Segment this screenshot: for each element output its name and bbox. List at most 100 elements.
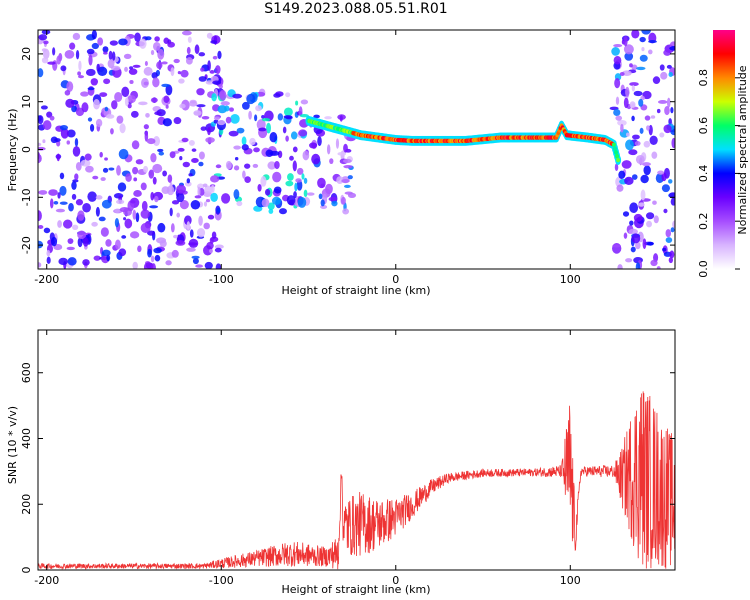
spectrogram-blob [153, 247, 162, 254]
spectrogram-blob [287, 173, 294, 181]
spectrogram-blob [161, 61, 168, 65]
spectrogram-blob [614, 78, 621, 89]
spectrogram-blob [272, 171, 282, 183]
spectrogram-blob [152, 41, 161, 51]
spectrogram-blob [649, 135, 658, 146]
spectrogram-blob [306, 192, 315, 196]
spectrogram-blob [648, 49, 653, 55]
spectrogram-blob [87, 87, 95, 91]
spectrogram-blob [617, 264, 623, 269]
spectrogram-blob [148, 169, 155, 179]
spectrogram-blob [71, 193, 77, 200]
spectrogram-blob [205, 137, 215, 143]
spectrogram-blob [46, 250, 51, 257]
spectrogram-blob [196, 88, 205, 96]
spectrogram-y-tick-label: 10 [20, 95, 33, 109]
spectrogram-blob [236, 127, 245, 134]
spectrogram-blob [178, 78, 185, 84]
spectrogram-blob [668, 257, 674, 264]
spectrogram-blob [639, 127, 644, 134]
spectrogram-blob [95, 118, 103, 128]
spectrogram-blob [163, 95, 170, 103]
spectrogram-blob [186, 221, 191, 230]
spectrogram-blob [114, 208, 120, 214]
spectrogram-blob [645, 212, 655, 220]
spectrogram-blob [78, 60, 82, 71]
snr-x-tick-label: 0 [392, 574, 399, 587]
spectrogram-y-tick-label: 0 [20, 146, 33, 153]
spectrogram-blob [668, 118, 672, 126]
spectrogram-blob [169, 151, 176, 159]
spectrogram-blob [181, 30, 192, 36]
spectrogram-blob [309, 142, 318, 149]
spectrogram-blob [130, 200, 136, 204]
spectrogram-blob [336, 176, 344, 185]
spectrogram-blob [624, 52, 634, 61]
spectrogram-x-tick-label: -200 [34, 273, 59, 286]
spectrogram-blob [67, 257, 77, 266]
spectrogram-blob [212, 55, 218, 60]
spectrogram-blob [311, 153, 321, 165]
colorbar-tick-label: 0.6 [697, 117, 710, 135]
snr-x-tick-label: 100 [560, 574, 581, 587]
spectrogram-blob [82, 203, 91, 213]
spectrogram-blob [118, 248, 127, 257]
spectrogram-blob [639, 54, 648, 62]
spectrogram-blob [661, 172, 667, 182]
spectrogram-blob [204, 261, 213, 269]
spectrogram-blob [641, 162, 651, 167]
spectrogram-blob [165, 260, 172, 266]
spectrogram-blob [109, 40, 118, 46]
spectrogram-blob [99, 151, 103, 158]
spectrogram-blob [65, 98, 75, 108]
spectrogram-blob [200, 67, 205, 72]
spectrogram-blob [187, 36, 192, 43]
spectrogram-blob [165, 84, 173, 96]
spectrogram-blob [114, 239, 121, 250]
spectrogram-blob [184, 215, 192, 226]
spectrogram-blob [147, 230, 156, 236]
spectrogram-blob [54, 138, 61, 142]
spectrogram-blob [157, 222, 166, 233]
spectrogram-blob [254, 114, 258, 122]
spectrogram-blob [143, 262, 154, 269]
spectrogram-blob [150, 255, 155, 263]
spectrogram-blob [198, 215, 203, 226]
spectrogram-blob [294, 182, 298, 192]
spectrogram-blob [106, 254, 111, 262]
spectrogram-blob [150, 50, 155, 56]
spectrogram-blob [211, 93, 217, 102]
spectrogram-blob [656, 266, 661, 269]
spectrogram-blob [38, 34, 48, 41]
colorbar-label: Normalized spectral amplitude [736, 65, 749, 234]
spectrogram-blob [328, 196, 338, 202]
spectrogram-blob [261, 115, 265, 119]
spectrogram-blob [624, 176, 634, 186]
spectrogram-blob [285, 180, 294, 187]
spectrogram-blob [186, 178, 191, 184]
spectrogram-blob [41, 57, 49, 64]
spectrogram-blob [203, 201, 208, 207]
spectrogram-blob [210, 175, 220, 183]
spectrogram-blob [198, 76, 207, 82]
spectrogram-blob [285, 116, 293, 120]
spectrogram-blob [135, 212, 140, 223]
spectrogram-blob [50, 236, 58, 247]
chart-title: S149.2023.088.05.51.R01 [264, 1, 448, 17]
spectrogram-blob [80, 159, 91, 167]
spectrogram-blob [116, 165, 121, 176]
spectrogram-blob [154, 111, 162, 116]
spectrogram-blob [193, 110, 202, 116]
spectrogram-x-tick-label: 100 [560, 273, 581, 286]
spectrogram-blob [169, 181, 173, 193]
spectrogram-blob [635, 241, 641, 250]
spectrogram-blob [154, 36, 160, 42]
spectrogram-blob [631, 30, 640, 39]
spectrogram-blob [98, 216, 106, 222]
spectrogram-blob [77, 71, 82, 76]
spectrogram-blob [631, 233, 641, 244]
spectrogram-blob [647, 241, 654, 246]
snr-series-path [38, 391, 675, 570]
spectrogram-blob [613, 55, 622, 65]
